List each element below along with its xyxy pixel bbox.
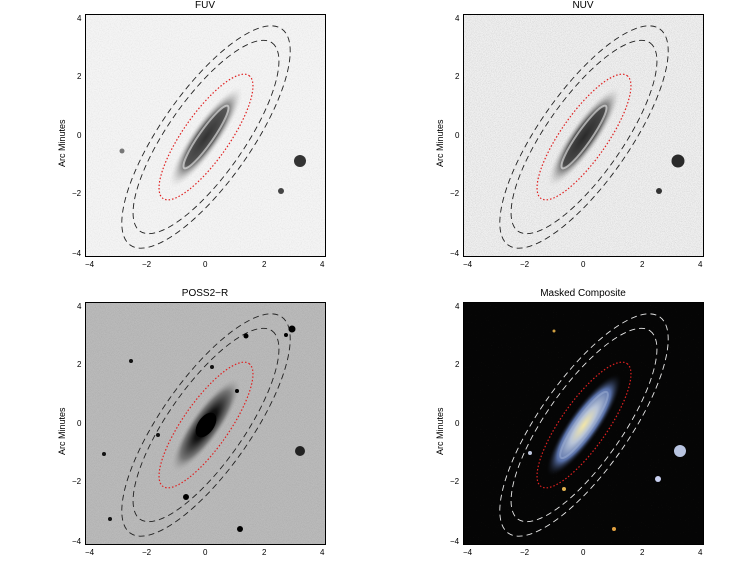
x-tick: 0 xyxy=(203,548,208,557)
y-tick: −2 xyxy=(72,477,82,486)
poss2r-image xyxy=(85,302,326,545)
nuv-image xyxy=(463,14,704,257)
y-tick: −4 xyxy=(450,249,460,258)
panel-fuv: FUV Arc Minutes −4 −2 0 2 4 4 2 0 −2 xyxy=(0,0,378,288)
x-tick: 4 xyxy=(698,548,703,557)
y-tick: −2 xyxy=(72,189,82,198)
fuv-image xyxy=(85,14,326,257)
x-tick: 4 xyxy=(320,260,325,269)
y-tick: 0 xyxy=(77,131,82,140)
panel-title: NUV xyxy=(572,0,594,11)
y-tick: 0 xyxy=(77,419,82,428)
y-tick: 4 xyxy=(455,302,460,311)
composite-image xyxy=(463,302,704,545)
y-axis-label: Arc Minutes xyxy=(435,119,445,167)
x-tick: 0 xyxy=(203,260,208,269)
panel-title: POSS2−R xyxy=(181,288,229,299)
x-tick: 2 xyxy=(262,260,267,269)
x-tick: 2 xyxy=(640,260,645,269)
x-tick: −2 xyxy=(142,548,152,557)
y-tick: 2 xyxy=(455,72,460,81)
x-tick: 0 xyxy=(581,548,586,557)
x-tick: −2 xyxy=(520,260,530,269)
y-axis-label: Arc Minutes xyxy=(435,407,445,455)
x-tick: 0 xyxy=(581,260,586,269)
x-tick: −4 xyxy=(85,260,95,269)
x-tick: 2 xyxy=(640,548,645,557)
x-tick: −4 xyxy=(85,548,95,557)
y-tick: −4 xyxy=(450,537,460,546)
y-tick: 4 xyxy=(77,14,82,23)
y-axis-label: Arc Minutes xyxy=(57,119,67,167)
panel-nuv: NUV Arc Minutes −4 −2 0 2 4 4 2 0 −2 −4 xyxy=(378,0,756,288)
x-tick: 2 xyxy=(262,548,267,557)
y-tick: −4 xyxy=(72,537,82,546)
x-tick: −4 xyxy=(463,548,473,557)
y-tick: −2 xyxy=(450,189,460,198)
y-tick: 2 xyxy=(77,72,82,81)
panel-title: Masked Composite xyxy=(540,288,626,299)
x-tick: 4 xyxy=(320,548,325,557)
x-tick: −2 xyxy=(520,548,530,557)
y-tick: 4 xyxy=(77,302,82,311)
panel-title: FUV xyxy=(195,0,215,11)
y-tick: 0 xyxy=(455,131,460,140)
y-tick: −4 xyxy=(72,249,82,258)
y-tick: 2 xyxy=(455,360,460,369)
y-tick: 4 xyxy=(455,14,460,23)
y-tick: −2 xyxy=(450,477,460,486)
y-axis-label: Arc Minutes xyxy=(57,407,67,455)
x-tick: 4 xyxy=(698,260,703,269)
x-tick: −2 xyxy=(142,260,152,269)
y-tick: 2 xyxy=(77,360,82,369)
y-tick: 0 xyxy=(455,419,460,428)
x-tick: −4 xyxy=(463,260,473,269)
panel-masked-composite: Masked Composite Arc Minutes −4 xyxy=(378,288,756,576)
panel-poss2r: POSS2−R Arc Minutes xyxy=(0,288,378,576)
